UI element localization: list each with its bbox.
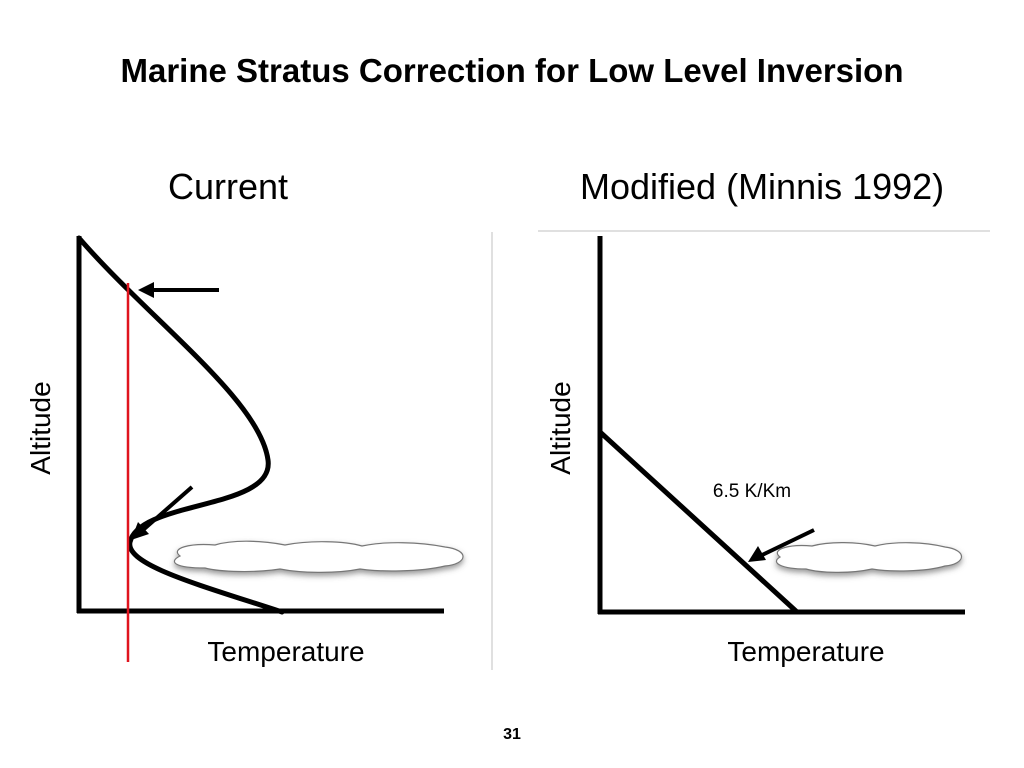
temperature-profile-modified [597, 429, 800, 615]
cloud-current [174, 540, 464, 573]
ylabel-modified: Altitude [545, 381, 576, 474]
cloud-modified [775, 542, 963, 573]
lapse-rate-label: 6.5 K/Km [713, 481, 791, 502]
page-number: 31 [503, 726, 521, 743]
panel-modified: 6.5 K/Km Altitude Temperature [545, 236, 965, 667]
temperature-profile-current [76, 235, 285, 615]
panel-heading-modified: Modified (Minnis 1992) [580, 166, 945, 207]
arrow-upper-intersection [138, 282, 219, 298]
arrow-inversion-point [131, 485, 194, 540]
ylabel-current: Altitude [25, 381, 56, 474]
slide-title: Marine Stratus Correction for Low Level … [120, 52, 904, 89]
panel-heading-current: Current [168, 166, 289, 207]
panel-current: Altitude Temperature [25, 235, 464, 667]
xlabel-modified: Temperature [727, 636, 884, 667]
xlabel-current: Temperature [207, 636, 364, 667]
arrow-cloud-top [748, 528, 815, 562]
